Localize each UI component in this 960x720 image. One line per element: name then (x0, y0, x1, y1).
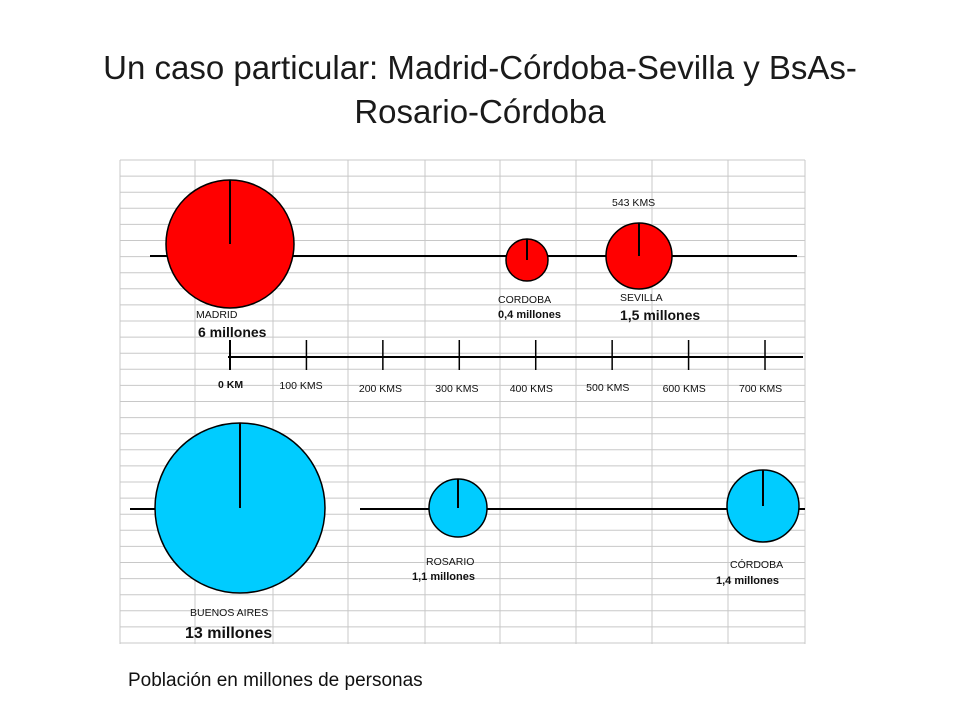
scale-tick-label: 500 KMS (586, 382, 629, 394)
argentina-row: ROSARIO 1,1 millones CÓRDOBA 1,4 millone… (130, 422, 805, 642)
cordoba-spain-population: 0,4 millones (498, 309, 561, 321)
buenos-aires-population: 13 millones (185, 625, 272, 642)
scale-tick-label: 600 KMS (663, 383, 706, 395)
scale-tick-label: 0 KM (218, 379, 243, 391)
slide-title: Un caso particular: Madrid-Córdoba-Sevil… (103, 49, 857, 130)
cordoba-argentina-name: CÓRDOBA (730, 558, 783, 571)
rosario-name: ROSARIO (426, 556, 474, 568)
scale-tick-labels: 0 KM 100 KMS 200 KMS 300 KMS 400 KMS 500 KMS 6… (218, 379, 782, 395)
distance-note: 543 KMS (612, 197, 655, 209)
scale-tick-label: 300 KMS (435, 383, 478, 395)
scale-tick-label: 400 KMS (510, 383, 553, 395)
cordoba-argentina-population: 1,4 millones (716, 575, 779, 587)
caption: Población en millones de personas (128, 670, 423, 691)
spain-row: 543 KMS MADRID 6 millones CORDOBA 0,4 mi… (150, 179, 797, 340)
distance-scale: 0 KM 100 KMS 200 KMS 300 KMS 400 KMS 500 KMS 6… (218, 340, 803, 395)
buenos-aires-name: BUENOS AIRES (190, 607, 268, 619)
madrid-population: 6 millones (198, 324, 267, 340)
scale-tick-label: 700 KMS (739, 383, 782, 395)
madrid-name: MADRID (196, 309, 238, 321)
sevilla-population: 1,5 millones (620, 307, 700, 323)
scale-tick-label: 100 KMS (279, 380, 322, 392)
scale-ticks (229, 340, 766, 370)
rosario-population: 1,1 millones (412, 571, 475, 583)
cordoba-spain-name: CORDOBA (498, 294, 551, 306)
sevilla-name: SEVILLA (620, 292, 663, 304)
scale-tick-label: 200 KMS (359, 383, 402, 395)
